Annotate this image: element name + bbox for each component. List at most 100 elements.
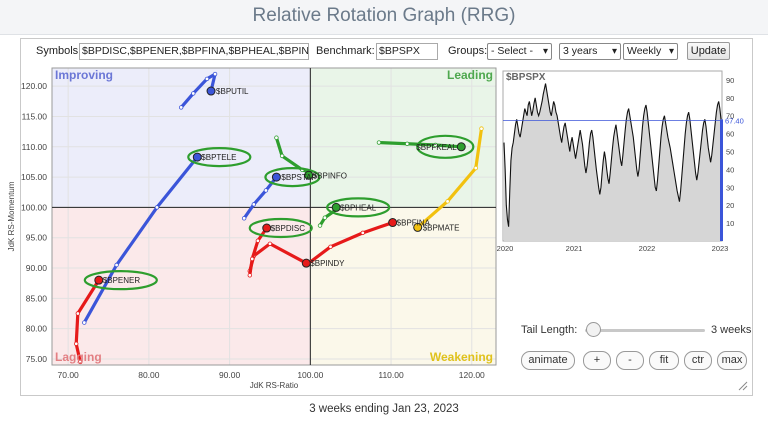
symbols-label: Symbols:: [36, 45, 82, 57]
y-tick-label: 115.00: [22, 111, 48, 121]
y-tick-label: 120.00: [21, 81, 47, 91]
highlight-ellipse: [248, 217, 313, 239]
quadrant-improving: [52, 68, 311, 208]
series-label: $BPSTAP: [281, 173, 316, 182]
symbols-input[interactable]: $BPDISC,$BPENER,$BPFINA,$BPHEAL,$BPINDU: [79, 43, 309, 60]
x-tick-label: 90.00: [219, 370, 241, 380]
tail-point: [479, 126, 484, 131]
tail-point: [263, 188, 269, 193]
series-label: $BPINDY: [310, 259, 345, 268]
benchmark-input[interactable]: $BPSPX: [376, 43, 438, 60]
tail-point: [241, 216, 247, 221]
x-tick-label: 110.00: [378, 370, 404, 380]
y-tick-label: 75.00: [26, 354, 48, 364]
tail-point: [267, 241, 273, 246]
highlight-ellipse: [187, 147, 252, 168]
center-button[interactable]: ctr: [684, 351, 712, 370]
tail-point: [279, 153, 285, 159]
chart-footer: 3 weeks ending Jan 23, 2023: [309, 403, 459, 415]
groups-select[interactable]: - Select -: [487, 43, 552, 60]
animate-button[interactable]: animate: [521, 351, 575, 370]
tail-length-slider[interactable]: [585, 329, 705, 332]
y-tick-label: 90.00: [26, 263, 48, 273]
series-head: [413, 222, 423, 232]
tail-point: [376, 140, 382, 145]
series-tail: [82, 155, 199, 325]
tail-point: [247, 273, 252, 278]
tail-point: [473, 165, 479, 171]
quadrant-label: Improving: [55, 68, 113, 82]
plot-border: [51, 67, 497, 366]
quadrant-label: Leading: [447, 68, 493, 82]
series-head: [262, 223, 272, 233]
x-tick-label: 120.00: [459, 370, 485, 380]
x-tick-label: 100.00: [297, 370, 323, 380]
series-label: $BPTELE: [201, 153, 236, 162]
tail-point: [74, 341, 79, 346]
series-tail: [416, 127, 484, 230]
update-button[interactable]: Update: [687, 42, 730, 60]
tail-point: [360, 230, 365, 236]
frequency-select[interactable]: Weekly: [623, 43, 678, 60]
zoom-in-button[interactable]: +: [583, 351, 611, 370]
series-head: [331, 202, 341, 212]
tail-point: [114, 262, 119, 268]
series-head: [94, 275, 104, 285]
series-tail: [377, 140, 463, 149]
tail-length-value: 3 weeks: [711, 324, 752, 336]
y-tick-label: 105.00: [21, 172, 47, 182]
y-tick-label: 95.00: [26, 233, 48, 243]
y-tick-label: 80.00: [26, 324, 48, 334]
series-label: $BPFINA: [397, 219, 431, 228]
tail-point: [212, 71, 218, 77]
zoom-out-button[interactable]: -: [616, 351, 644, 370]
series-tail: [304, 220, 395, 267]
highlight-ellipse: [83, 270, 158, 291]
series-label: $BPMATE: [423, 223, 460, 232]
tail-point: [405, 141, 410, 146]
quadrant-weakening: [310, 207, 496, 365]
tail-point: [274, 135, 279, 140]
highlight-ellipse: [326, 197, 391, 218]
tail-point: [433, 142, 438, 148]
series-head: [456, 142, 466, 152]
y-tick-label: 85.00: [26, 293, 48, 303]
tail-point: [322, 215, 328, 220]
series-label: $BPDISC: [271, 224, 305, 233]
quadrant-label: Weakening: [430, 350, 493, 364]
series-label: $BPENER: [103, 276, 141, 285]
fit-button[interactable]: fit: [649, 351, 679, 370]
series-label: $BPFKEAL: [416, 143, 457, 152]
series-head: [206, 86, 216, 96]
x-axis-label: JdK RS-Ratio: [250, 381, 299, 390]
tail-point: [317, 223, 323, 228]
series-head: [192, 152, 202, 162]
series-label: $BPUTIL: [216, 87, 249, 96]
tail-length-label: Tail Length:: [521, 324, 578, 336]
series-label: $BPINFO: [313, 171, 347, 180]
tail-point: [251, 202, 257, 207]
quadrant-label: Lagging: [55, 350, 102, 364]
y-tick-label: 100.00: [21, 202, 47, 212]
tail-length-slider-handle[interactable]: [586, 322, 601, 337]
highlight-ellipse: [264, 167, 321, 188]
series-head: [304, 170, 314, 180]
tail-point: [255, 238, 261, 243]
tail-point: [78, 359, 83, 365]
y-axis-label: JdK RS-Momentum: [7, 181, 16, 251]
quadrant-leading: [310, 68, 496, 208]
tail-point: [178, 105, 184, 110]
period-select[interactable]: 3 years: [559, 43, 621, 60]
tail-point: [204, 76, 210, 82]
x-tick-label: 80.00: [138, 370, 160, 380]
tail-point: [82, 320, 87, 325]
x-tick-label: 70.00: [58, 370, 80, 380]
tail-point: [445, 199, 450, 204]
benchmark-label: Benchmark:: [316, 45, 375, 57]
resize-handle-icon[interactable]: [738, 381, 748, 391]
series-label: $BPHEAL: [340, 203, 377, 212]
max-button[interactable]: max: [717, 351, 747, 370]
series-head: [271, 172, 281, 182]
y-tick-label: 110.00: [22, 142, 48, 152]
series-head: [388, 218, 398, 228]
